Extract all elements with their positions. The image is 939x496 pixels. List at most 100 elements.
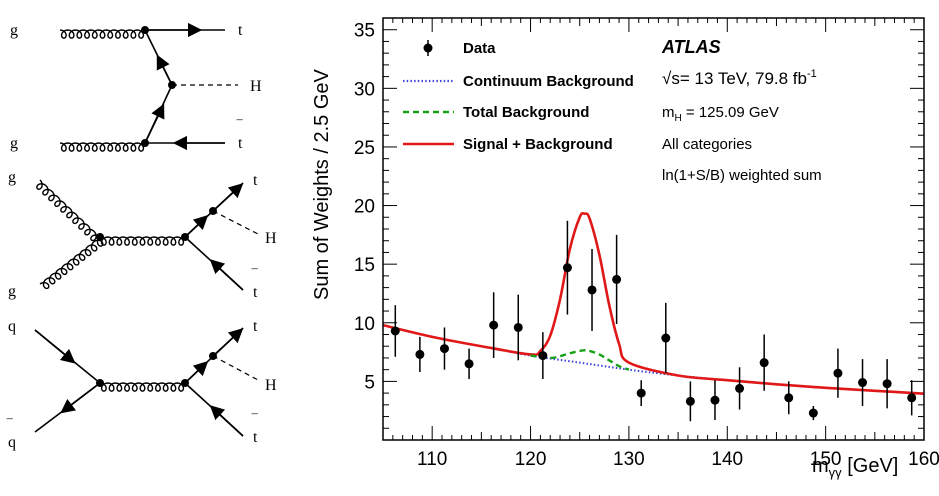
gluon-line (99, 382, 186, 392)
curves (382, 211, 925, 395)
quark-arrow (184, 215, 209, 238)
weighting-label: ln(1+S/B) weighted sum (662, 167, 822, 184)
quark-arrow (212, 183, 244, 212)
label-tbar-bar: ‾ (251, 267, 258, 285)
label-tbar: t (253, 429, 258, 446)
x-tick-label: 150 (810, 449, 842, 470)
gluon-line (36, 179, 101, 242)
y-tick-label: 10 (354, 314, 375, 335)
data-point (562, 263, 572, 273)
label-g: g (10, 135, 18, 152)
sqrt-s: √s (662, 69, 680, 88)
quark-arrow (60, 382, 101, 414)
atlas-diphoton-plot: 110 120 130 140 150 160 5 10 15 20 25 30 35 Sum of W… (311, 17, 939, 480)
x-tick-label: 160 (908, 449, 939, 470)
x-axis-label-unit: [GeV] (847, 455, 898, 477)
label-tbar-bar: ‾ (251, 412, 258, 430)
label-qbar-bar: ‾ (6, 417, 13, 435)
diagram-gluon-fusion-tth: g g t H t ‾ (10, 22, 262, 152)
label-tbar: t (253, 284, 258, 301)
data-point (808, 408, 818, 418)
data-point (882, 379, 892, 389)
y-tick-label: 30 (354, 79, 375, 100)
data-point (784, 393, 794, 403)
legend-total-label: Total Background (463, 104, 589, 121)
legend-data-marker (423, 43, 433, 53)
label-q: q (8, 318, 16, 335)
data-point (858, 378, 868, 388)
x-tick-label: 130 (613, 449, 645, 470)
data-point (489, 320, 499, 330)
x-axis-label-sub: γγ (829, 465, 843, 480)
vertex (141, 139, 149, 147)
data-point (464, 359, 474, 369)
vertex (168, 81, 176, 89)
data-point (710, 395, 720, 405)
legend-signal-label: Signal + Background (463, 136, 613, 153)
vertex (209, 207, 217, 215)
label-g: g (8, 283, 16, 300)
vertex (181, 379, 189, 387)
data-point (833, 368, 843, 378)
label-t: t (238, 22, 243, 39)
y-axis-label: Sum of Weights / 2.5 GeV (311, 68, 333, 300)
higgs-line (212, 210, 259, 235)
data-point (538, 351, 548, 361)
quark-arrow (184, 361, 209, 384)
data-point (587, 285, 597, 295)
y-tick-label: 25 (354, 138, 375, 159)
axis-ticks (382, 17, 925, 441)
quark-arrow (209, 405, 244, 437)
data-point (513, 322, 523, 332)
y-tick-label: 20 (354, 197, 375, 218)
higgs-line (212, 355, 259, 381)
data-point (661, 333, 671, 343)
label-qbar: q (8, 434, 16, 451)
gluon-line (59, 142, 146, 152)
info-box: ATLAS √s= 13 TeV, 79.8 fb-1 mH = 125.09 … (661, 37, 822, 184)
vertex (209, 352, 217, 360)
plot-frame (382, 17, 925, 441)
quark-arrow (34, 329, 76, 364)
data-point (685, 396, 695, 406)
y-tick-label: 15 (354, 255, 375, 276)
data-point (415, 349, 425, 359)
data-point (759, 358, 769, 368)
feynman-diagrams: g g t H t ‾ g g t H t ‾ (6, 22, 277, 451)
x-axis-label-m: m (812, 455, 829, 477)
gluon-line (39, 236, 104, 290)
y-tick-label: 5 (364, 372, 375, 393)
data-point (612, 274, 622, 284)
tick-labels: 110 120 130 140 150 160 5 10 15 20 25 30 35 (354, 21, 939, 470)
label-H: H (265, 230, 277, 247)
gluon-line (99, 236, 186, 246)
higgs-mass-label: mH = 125.09 GeV (662, 104, 779, 124)
legend-data-label: Data (463, 40, 496, 57)
categories-label: All categories (662, 136, 752, 153)
quark-arrow (209, 259, 244, 291)
signal-plus-background-line (382, 211, 925, 395)
x-tick-label: 110 (417, 449, 447, 470)
data-point (439, 344, 449, 354)
quark-arrow (144, 103, 165, 144)
x-tick-label: 120 (515, 449, 547, 470)
x-tick-label: 140 (711, 449, 743, 470)
legend-continuum-label: Continuum Background (463, 73, 634, 90)
energy-lumi-label: √s= 13 TeV, 79.8 fb-1 (662, 68, 817, 88)
atlas-label: ATLAS (661, 37, 721, 57)
data-point (735, 383, 745, 393)
label-tbar: t (238, 135, 243, 152)
label-g: g (8, 169, 16, 186)
gluon-line (59, 29, 146, 39)
x-axis-label: mγγ [GeV] (812, 455, 898, 480)
data-point (636, 388, 646, 398)
vertex (96, 379, 104, 387)
vertex (181, 233, 189, 241)
continuum-background-line (382, 324, 925, 395)
diagram-qq-to-tth: q q ‾ t H t ‾ (6, 318, 277, 451)
legend: Data Continuum Background Total Backgrou… (403, 40, 634, 153)
label-t: t (253, 318, 258, 335)
label-H: H (250, 78, 262, 95)
label-tbar-bar: ‾ (236, 118, 243, 136)
data-point (390, 326, 400, 336)
